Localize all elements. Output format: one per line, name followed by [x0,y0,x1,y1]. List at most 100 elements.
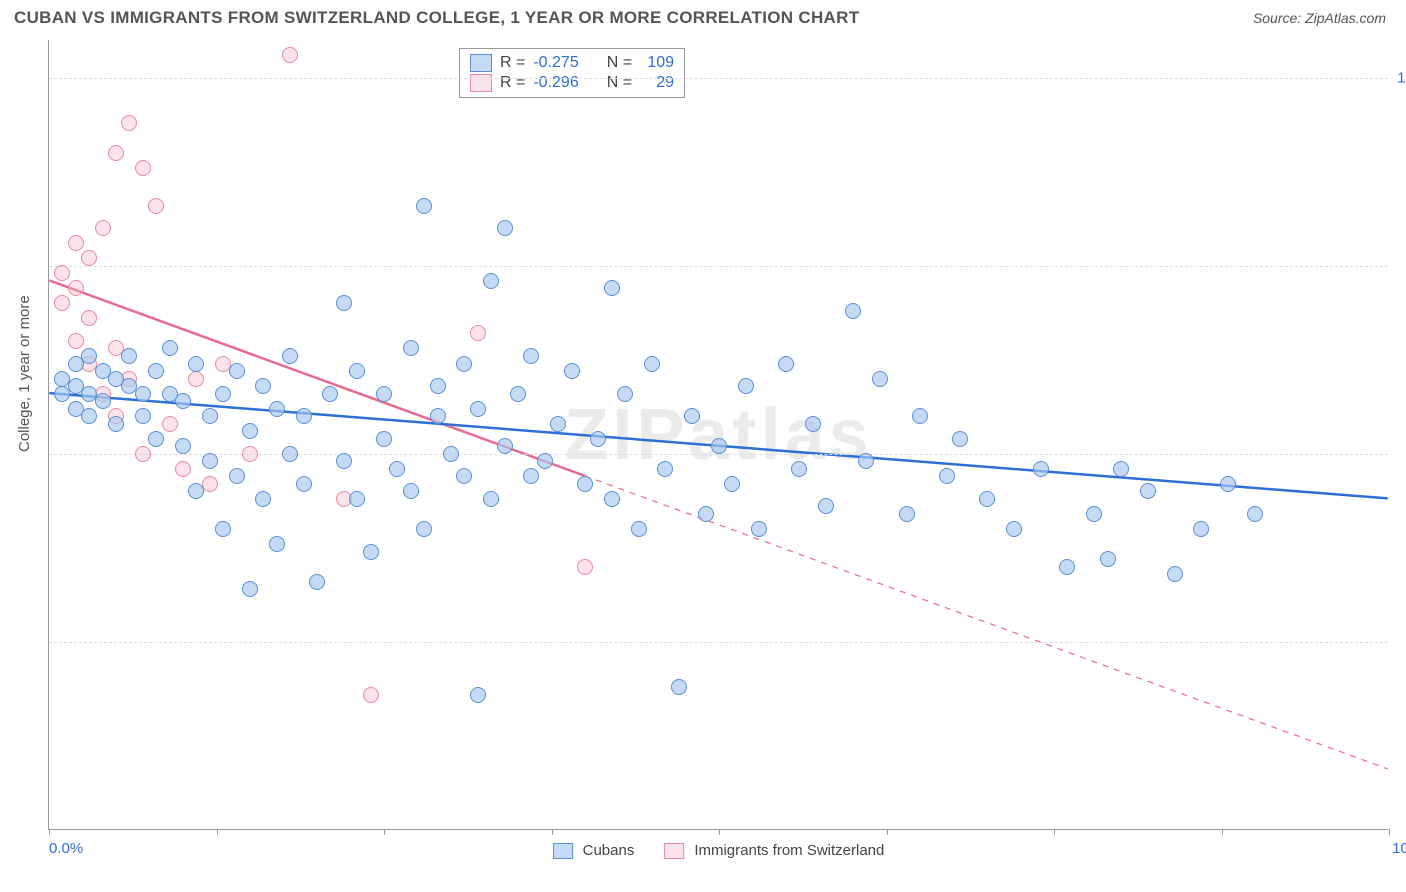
scatter-point [68,280,84,296]
scatter-point [202,453,218,469]
chart-header: CUBAN VS IMMIGRANTS FROM SWITZERLAND COL… [0,0,1406,32]
legend-swatch-swiss [664,843,684,859]
scatter-point [188,483,204,499]
scatter-point [590,431,606,447]
scatter-point [604,491,620,507]
scatter-point [1033,461,1049,477]
scatter-point [175,461,191,477]
scatter-point [510,386,526,402]
scatter-point [81,250,97,266]
scatter-point [1140,483,1156,499]
watermark-text: ZIPatlas [564,394,872,476]
scatter-point [631,521,647,537]
scatter-point [255,378,271,394]
scatter-point [872,371,888,387]
scatter-point [349,363,365,379]
scatter-point [349,491,365,507]
scatter-point [68,235,84,251]
scatter-point [952,431,968,447]
y-tick-label: 100.0% [1393,69,1406,86]
scatter-point [1086,506,1102,522]
gridline [49,266,1388,267]
scatter-point [497,438,513,454]
scatter-point [148,431,164,447]
scatter-point [416,198,432,214]
scatter-point [229,468,245,484]
legend-label-swiss: Immigrants from Switzerland [694,842,884,859]
stats-legend: R = -0.275 N = 109 R = -0.296 N = 29 [459,48,685,98]
scatter-point [296,408,312,424]
legend-label-cubans: Cubans [583,842,635,859]
scatter-point [577,559,593,575]
scatter-point [912,408,928,424]
scatter-point [135,160,151,176]
scatter-point [215,521,231,537]
scatter-point [242,423,258,439]
scatter-point [443,446,459,462]
scatter-point [845,303,861,319]
scatter-point [456,356,472,372]
stats-row-cubans: R = -0.275 N = 109 [470,53,674,73]
scatter-point [470,401,486,417]
scatter-point [376,386,392,402]
scatter-point [242,446,258,462]
scatter-point [336,453,352,469]
gridline [49,642,1388,643]
scatter-point [657,461,673,477]
scatter-point [175,393,191,409]
x-tick [719,829,720,835]
scatter-point [644,356,660,372]
scatter-point [858,453,874,469]
scatter-point [483,273,499,289]
scatter-point [296,476,312,492]
plot-area: ZIPatlas R = -0.275 N = 109 R = -0.296 N… [48,40,1388,830]
scatter-point [54,295,70,311]
scatter-point [564,363,580,379]
scatter-point [95,220,111,236]
x-tick [217,829,218,835]
scatter-point [684,408,700,424]
scatter-point [899,506,915,522]
scatter-point [148,363,164,379]
x-tick [1389,829,1390,835]
stats-row-swiss: R = -0.296 N = 29 [470,73,674,93]
scatter-point [470,687,486,703]
x-axis-max-label: 100.0% [1392,840,1406,857]
gridline [49,78,1388,79]
scatter-point [188,356,204,372]
scatter-point [363,544,379,560]
scatter-point [456,468,472,484]
y-axis-label: College, 1 year or more [16,295,33,452]
scatter-point [523,468,539,484]
x-tick [384,829,385,835]
scatter-point [162,416,178,432]
source-prefix: Source: [1253,10,1305,26]
scatter-point [778,356,794,372]
scatter-point [81,348,97,364]
scatter-point [175,438,191,454]
scatter-point [188,371,204,387]
scatter-point [698,506,714,522]
chart-container: College, 1 year or more ZIPatlas R = -0.… [0,32,1406,882]
scatter-point [1100,551,1116,567]
scatter-point [483,491,499,507]
scatter-point [95,393,111,409]
scatter-point [269,401,285,417]
scatter-point [54,265,70,281]
n-value-cubans: 109 [640,54,674,72]
x-tick [1054,829,1055,835]
scatter-point [1006,521,1022,537]
scatter-point [711,438,727,454]
scatter-point [403,340,419,356]
scatter-point [202,408,218,424]
scatter-point [430,378,446,394]
chart-title: CUBAN VS IMMIGRANTS FROM SWITZERLAND COL… [14,8,859,28]
scatter-point [322,386,338,402]
x-tick [887,829,888,835]
scatter-point [376,431,392,447]
n-label: N = [607,54,632,72]
scatter-point [1059,559,1075,575]
scatter-point [282,348,298,364]
scatter-point [1220,476,1236,492]
scatter-point [81,408,97,424]
